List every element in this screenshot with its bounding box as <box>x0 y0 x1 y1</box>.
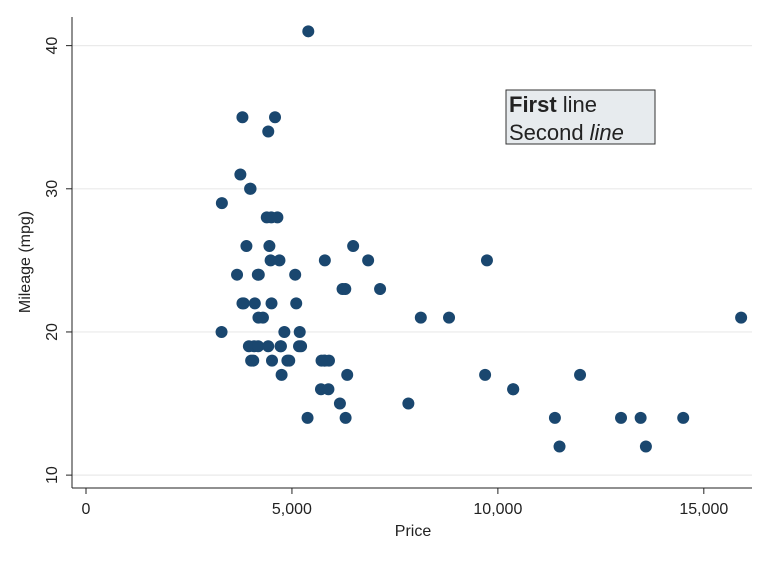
point <box>341 368 354 381</box>
point <box>262 125 275 138</box>
point <box>290 297 303 310</box>
point <box>247 354 260 367</box>
text-box-line: Second line <box>509 120 624 145</box>
y-tick-label: 20 <box>44 323 61 341</box>
text: Second <box>509 120 584 145</box>
y-tick-label: 40 <box>44 37 61 55</box>
point <box>236 111 249 124</box>
point <box>248 297 261 310</box>
point <box>215 325 228 338</box>
point <box>318 254 331 267</box>
point <box>289 268 302 281</box>
point <box>265 211 278 224</box>
point <box>322 383 335 396</box>
point <box>402 397 415 410</box>
x-tick-label: 5,000 <box>272 501 312 518</box>
point <box>443 311 456 324</box>
x-tick-label: 0 <box>82 501 91 518</box>
x-axis-title: Price <box>395 523 432 540</box>
text-box-line: First line <box>509 92 597 117</box>
point <box>302 25 315 38</box>
point <box>264 254 277 267</box>
point <box>242 340 255 353</box>
point <box>362 254 375 267</box>
point <box>269 111 282 124</box>
point <box>548 411 561 424</box>
point <box>735 311 748 324</box>
point <box>215 197 228 210</box>
italic-text: line <box>590 120 624 145</box>
x-tick-label: 15,000 <box>679 501 728 518</box>
point <box>574 368 587 381</box>
point <box>263 240 276 253</box>
point <box>295 340 308 353</box>
point <box>553 440 566 453</box>
y-tick-label: 10 <box>44 466 61 484</box>
point <box>274 340 287 353</box>
point <box>231 268 244 281</box>
point <box>234 168 247 181</box>
y-tick-label: 30 <box>44 180 61 198</box>
point <box>336 283 349 296</box>
point <box>251 268 264 281</box>
point <box>252 340 265 353</box>
point <box>414 311 427 324</box>
point <box>677 411 690 424</box>
point <box>507 383 520 396</box>
point <box>479 368 492 381</box>
bold-text: First <box>509 92 557 117</box>
point <box>315 354 328 367</box>
point <box>265 297 278 310</box>
point <box>240 240 253 253</box>
y-axis-title: Mileage (mpg) <box>17 211 34 313</box>
point <box>278 325 291 338</box>
point <box>244 182 257 195</box>
point <box>639 440 652 453</box>
point <box>480 254 493 267</box>
point <box>283 354 296 367</box>
point <box>333 397 346 410</box>
text: line <box>563 92 597 117</box>
point <box>273 254 286 267</box>
point <box>237 297 250 310</box>
point <box>301 411 314 424</box>
point <box>266 354 279 367</box>
text-box <box>505 89 656 145</box>
point <box>374 283 387 296</box>
point <box>615 411 628 424</box>
point <box>634 411 647 424</box>
point <box>347 240 360 253</box>
x-tick-label: 10,000 <box>473 501 522 518</box>
point <box>339 411 352 424</box>
plot-area: 10 20 30 40 0 5,000 10,000 15,000 <box>44 17 752 518</box>
point <box>256 311 269 324</box>
point <box>293 325 306 338</box>
point <box>262 340 275 353</box>
point <box>275 368 288 381</box>
